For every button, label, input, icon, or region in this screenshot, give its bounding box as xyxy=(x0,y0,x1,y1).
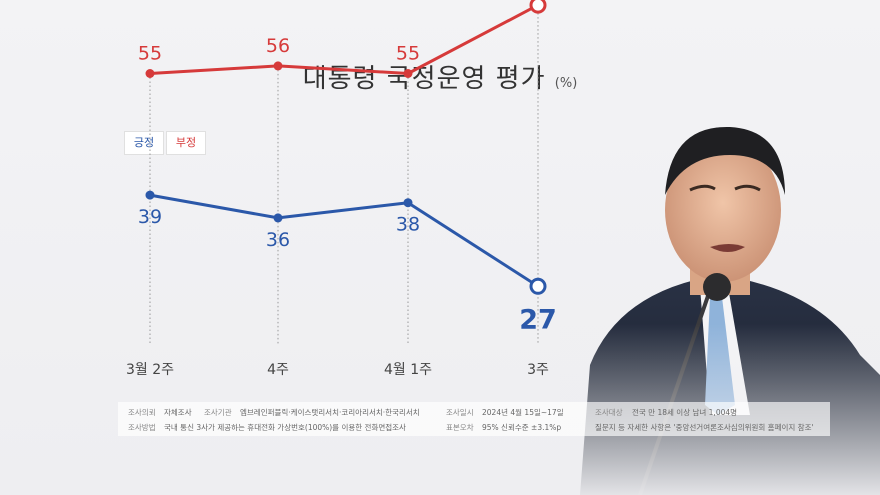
negative-data-label: 55 xyxy=(138,43,162,65)
info-value: 엠브레인퍼블릭·케이스탯리서치·코리아리서치·한국리서치 xyxy=(240,408,420,417)
chart-unit: (%) xyxy=(554,76,578,91)
x-tick-label: 4월 1주 xyxy=(384,362,432,378)
positive-point xyxy=(403,198,413,208)
negative-series-line xyxy=(149,3,539,75)
negative-point xyxy=(529,0,547,14)
positive-data-label: 39 xyxy=(138,206,162,228)
negative-point xyxy=(145,69,155,78)
positive-data-label: 38 xyxy=(396,214,420,236)
info-value: 국내 통신 3사가 제공하는 휴대전화 가상번호(100%)를 이용한 전화면접… xyxy=(164,423,406,432)
positive-point xyxy=(273,213,283,223)
legend-positive: 긍정 xyxy=(124,131,164,155)
info-value: 자체조사 xyxy=(164,408,192,417)
info-label: 조사의뢰 xyxy=(128,408,156,417)
x-tick-label: 3주 xyxy=(527,362,549,378)
info-label: 조사기관 xyxy=(204,408,232,417)
info-label: 표본오차 xyxy=(446,423,474,432)
info-label: 조사대상 xyxy=(595,408,623,417)
negative-point xyxy=(403,69,413,78)
info-value: 2024년 4월 15일~17일 xyxy=(482,408,564,417)
info-value: 95% 신뢰수준 ±3.1%p xyxy=(482,423,562,432)
positive-point xyxy=(529,277,547,295)
speaker-photo xyxy=(560,115,880,495)
legend-negative: 부정 xyxy=(166,131,206,155)
info-note: 질문지 등 자세한 사항은 '중앙선거여론조사심의위원회 홈페이지 참조' xyxy=(595,423,814,432)
positive-point xyxy=(145,190,155,200)
x-tick-label: 3월 2주 xyxy=(126,362,174,378)
positive-data-label: 27 xyxy=(519,304,557,335)
survey-info: 조사의뢰 자체조사 조사기관 엠브레인퍼블릭·케이스탯리서치·코리아리서치·한국… xyxy=(118,402,830,436)
negative-data-label: 56 xyxy=(266,35,290,57)
positive-data-label: 36 xyxy=(266,229,290,251)
positive-series-line xyxy=(149,193,539,288)
negative-point xyxy=(273,61,283,71)
negative-data-label: 55 xyxy=(396,43,420,65)
x-tick-label: 4주 xyxy=(267,362,289,378)
info-value: 전국 만 18세 이상 남녀 1,004명 xyxy=(632,408,738,417)
info-label: 조사일시 xyxy=(446,408,474,417)
info-label: 조사방법 xyxy=(128,423,156,432)
